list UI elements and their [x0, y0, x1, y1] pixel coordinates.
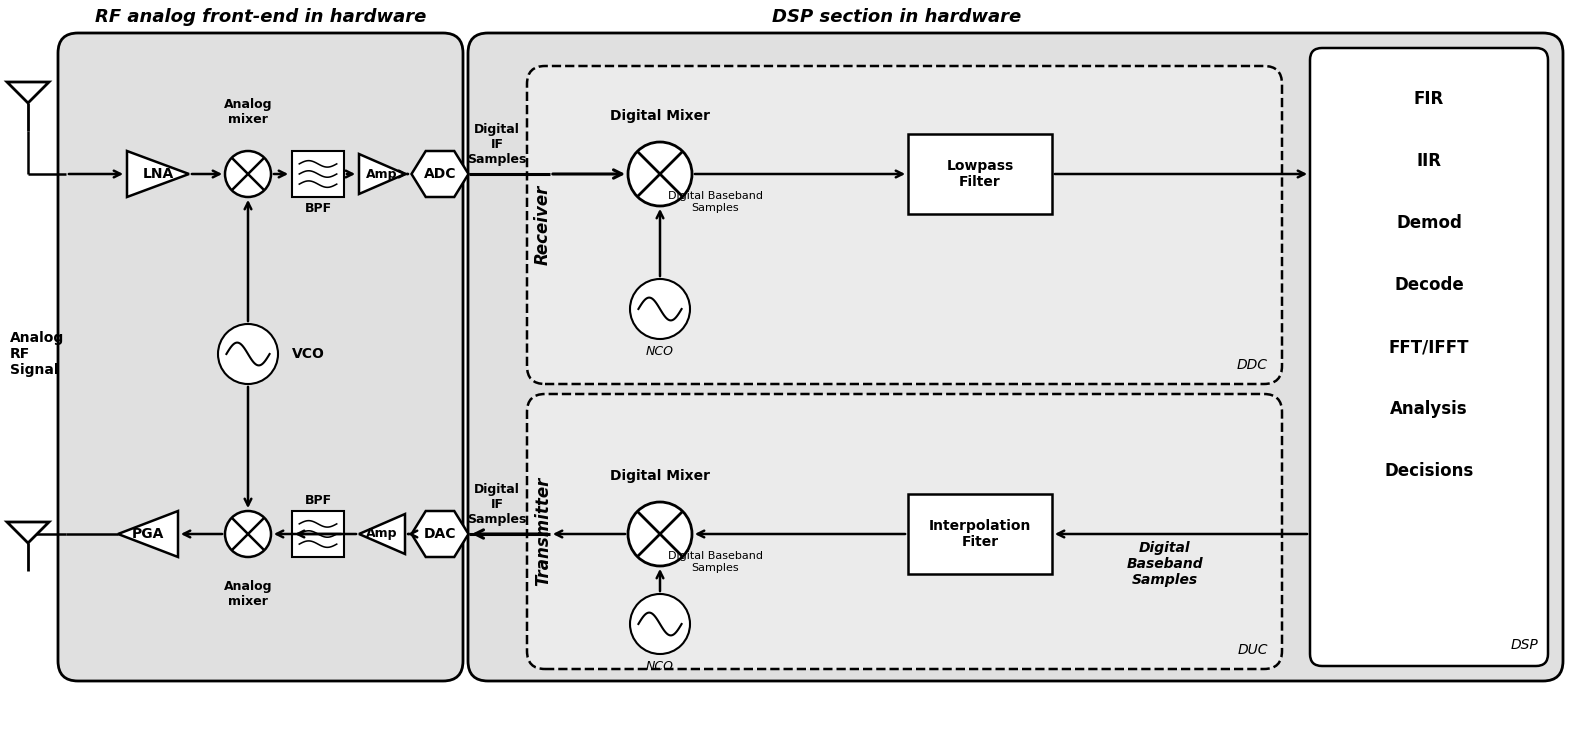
Text: Digital
IF
Samples: Digital IF Samples	[467, 123, 527, 166]
Text: Decode: Decode	[1394, 276, 1464, 294]
Circle shape	[218, 324, 278, 384]
FancyBboxPatch shape	[58, 33, 463, 681]
Text: NCO: NCO	[646, 659, 674, 672]
Text: FIR: FIR	[1413, 90, 1445, 108]
Polygon shape	[126, 151, 189, 197]
Text: Digital
IF
Samples: Digital IF Samples	[467, 483, 527, 525]
Text: DUC: DUC	[1238, 643, 1268, 657]
Text: DDC: DDC	[1236, 358, 1268, 372]
Bar	[292, 511, 344, 557]
Text: Demod: Demod	[1396, 214, 1462, 232]
Text: Analog
mixer: Analog mixer	[224, 98, 272, 126]
Circle shape	[628, 142, 692, 206]
Text: Lowpass
Filter: Lowpass Filter	[946, 159, 1014, 189]
Text: DAC: DAC	[423, 527, 456, 541]
Bar	[908, 134, 1052, 214]
Polygon shape	[358, 154, 404, 194]
Text: Interpolation
Fiter: Interpolation Fiter	[928, 519, 1031, 549]
Text: LNA: LNA	[142, 167, 174, 181]
Bar	[292, 151, 344, 197]
Polygon shape	[358, 514, 404, 554]
Text: PGA: PGA	[131, 527, 164, 541]
Text: Analysis: Analysis	[1390, 400, 1468, 418]
Text: IIR: IIR	[1416, 152, 1442, 170]
Text: Digital Mixer: Digital Mixer	[609, 469, 711, 483]
Text: VCO: VCO	[292, 347, 325, 361]
Text: RF analog front-end in hardware: RF analog front-end in hardware	[95, 8, 426, 26]
Polygon shape	[412, 151, 469, 197]
Text: FFT/IFFT: FFT/IFFT	[1390, 338, 1468, 356]
Text: ADC: ADC	[423, 167, 456, 181]
FancyBboxPatch shape	[1311, 48, 1547, 666]
Polygon shape	[412, 511, 469, 557]
Text: Amp: Amp	[366, 528, 398, 540]
FancyBboxPatch shape	[527, 394, 1282, 669]
FancyBboxPatch shape	[467, 33, 1563, 681]
Text: BPF: BPF	[305, 202, 332, 214]
Circle shape	[224, 151, 272, 197]
Circle shape	[224, 511, 272, 557]
Text: BPF: BPF	[305, 494, 332, 506]
Polygon shape	[6, 522, 49, 543]
FancyBboxPatch shape	[527, 66, 1282, 384]
Text: Transmitter: Transmitter	[534, 477, 553, 586]
Text: DSP: DSP	[1510, 638, 1538, 652]
Text: DSP section in hardware: DSP section in hardware	[772, 8, 1022, 26]
Text: Digital Baseband
Samples: Digital Baseband Samples	[668, 551, 763, 573]
Circle shape	[628, 502, 692, 566]
Text: Analog
mixer: Analog mixer	[224, 580, 272, 608]
Polygon shape	[118, 511, 178, 557]
Text: Digital Mixer: Digital Mixer	[609, 109, 711, 123]
Text: Amp: Amp	[366, 168, 398, 180]
Text: Analog
RF
Signal: Analog RF Signal	[9, 331, 65, 377]
Text: Digital Baseband
Samples: Digital Baseband Samples	[668, 191, 763, 213]
Text: Receiver: Receiver	[534, 185, 553, 265]
Polygon shape	[6, 82, 49, 103]
Text: Decisions: Decisions	[1385, 462, 1473, 480]
Circle shape	[630, 594, 690, 654]
Bar	[908, 494, 1052, 574]
Circle shape	[630, 279, 690, 339]
Text: NCO: NCO	[646, 344, 674, 358]
Text: Digital
Baseband
Samples: Digital Baseband Samples	[1127, 541, 1203, 588]
